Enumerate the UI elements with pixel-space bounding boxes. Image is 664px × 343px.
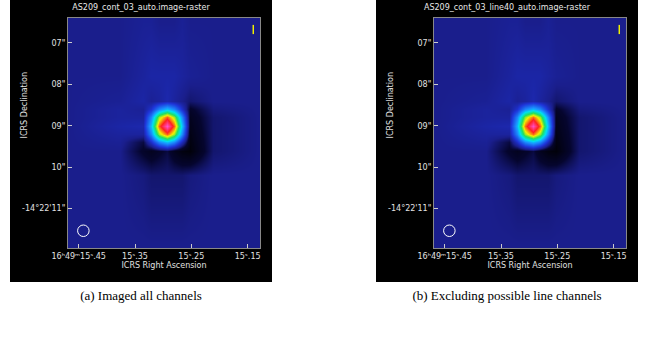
svg-text:08": 08" [418, 80, 432, 89]
svg-text:15ˢ.15: 15ˢ.15 [601, 252, 627, 261]
svg-text:16ʰ49ᵐ15ˢ.45: 16ʰ49ᵐ15ˢ.45 [417, 252, 471, 261]
svg-text:16ʰ49ᵐ15ˢ.45: 16ʰ49ᵐ15ˢ.45 [51, 252, 105, 261]
svg-text:07": 07" [52, 39, 66, 48]
svg-text:10": 10" [52, 163, 66, 172]
svg-text:-14°22'11": -14°22'11" [22, 204, 65, 213]
svg-text:15ˢ.25: 15ˢ.25 [544, 252, 570, 261]
svg-text:09": 09" [52, 122, 66, 131]
html-text:(a) Imaged all channels: (a) Imaged all channels [80, 288, 202, 303]
svg-text:ICRS Declination: ICRS Declination [20, 72, 29, 138]
svg-text:-14°22'11": -14°22'11" [388, 204, 431, 213]
svg-text:08": 08" [52, 80, 66, 89]
svg-text:AS209_cont_03_auto.image-raste: AS209_cont_03_auto.image-raster [72, 3, 210, 12]
svg-text:15ˢ.15: 15ˢ.15 [235, 252, 261, 261]
svg-text:15ˢ.35: 15ˢ.35 [488, 252, 514, 261]
svg-text:10": 10" [418, 163, 432, 172]
html-text:(b) Excluding possible line ch: (b) Excluding possible line channels [412, 288, 602, 303]
svg-text:15ˢ.25: 15ˢ.25 [178, 252, 204, 261]
svg-text:07": 07" [418, 39, 432, 48]
svg-text:ICRS Right Ascension: ICRS Right Ascension [121, 261, 206, 270]
svg-text:ICRS Right Ascension: ICRS Right Ascension [487, 261, 572, 270]
svg-text:ICRS Declination: ICRS Declination [386, 72, 395, 138]
svg-text:09": 09" [418, 122, 432, 131]
svg-text:AS209_cont_03_line40_auto.imag: AS209_cont_03_line40_auto.image-raster [424, 3, 591, 12]
svg-text:15ˢ.35: 15ˢ.35 [122, 252, 148, 261]
